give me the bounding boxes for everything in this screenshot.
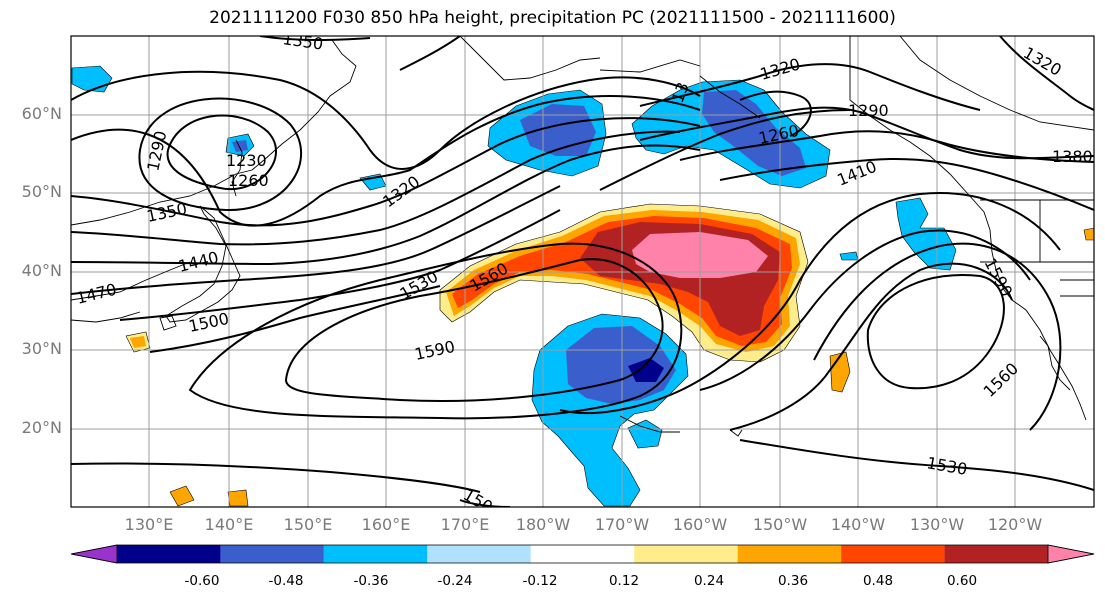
- colorbar-segment: [117, 545, 221, 563]
- longitude-label: 130°W: [909, 515, 965, 534]
- contour-label: 1290: [848, 101, 889, 120]
- longitude-label: 170°E: [440, 515, 490, 534]
- longitude-label: 160°W: [672, 515, 728, 534]
- colorbar-segment: [841, 545, 945, 563]
- contour-label: 1350: [281, 29, 324, 53]
- colorbar-extend-max: [1047, 544, 1095, 564]
- contour-label: 1560: [980, 359, 1022, 401]
- contour-label: 1230: [226, 151, 267, 170]
- colorbar-tick-label: 0.24: [693, 573, 725, 589]
- longitude-label: 160°E: [361, 515, 411, 534]
- contour-label: 1260: [228, 171, 269, 190]
- colorbar-segment: [634, 545, 738, 563]
- colorbar-extend-min: [70, 544, 118, 564]
- colorbar-tick-label: -0.60: [184, 573, 220, 589]
- colorbar-segment: [323, 545, 428, 563]
- colorbar-tick-label: -0.12: [522, 573, 558, 589]
- negative-precip-shading: [71, 65, 957, 507]
- colorbar-tick-label: 0.60: [946, 573, 978, 589]
- colorbar-segment: [427, 545, 531, 563]
- longitude-label: 180°W: [515, 515, 571, 534]
- map-frame: [70, 35, 1095, 508]
- colorbar-outline: [70, 544, 1095, 564]
- colorbar-tick-label: -0.36: [353, 573, 389, 589]
- contour-label: 1380: [1052, 147, 1093, 166]
- height-contours: [71, 36, 1094, 507]
- colorbar-segment: [220, 545, 324, 563]
- latitude-label: 40°N: [21, 261, 62, 280]
- colorbar-tick-label: 0.48: [862, 573, 894, 589]
- colorbar-segment: [944, 545, 1048, 563]
- contour-label: 1530: [925, 453, 968, 479]
- coastlines: [71, 36, 1094, 437]
- contour-label: 1350: [145, 199, 189, 226]
- contour-label: 1290: [143, 129, 170, 173]
- map-title: 2021111200 F030 850 hPa height, precipit…: [209, 8, 896, 28]
- colorbar-tick-label: -0.24: [437, 573, 473, 589]
- colorbar: [70, 544, 1095, 564]
- longitude-label: 140°W: [830, 515, 886, 534]
- latitude-label: 60°N: [21, 104, 62, 123]
- longitude-label: 170°W: [594, 515, 650, 534]
- longitude-label: 140°E: [204, 515, 254, 534]
- latitude-label: 30°N: [21, 339, 62, 358]
- colorbar-tick-label: 0.12: [608, 573, 640, 589]
- colorbar-segment: [530, 545, 635, 563]
- colorbar-segment: [737, 545, 842, 563]
- colorbar-tick-label: -0.48: [268, 573, 304, 589]
- gridlines: [71, 36, 1094, 507]
- contour-label: 1590: [413, 337, 457, 364]
- contour-label: 1470: [74, 280, 118, 308]
- colorbar-tick-label: 0.36: [777, 573, 809, 589]
- longitude-label: 120°W: [987, 515, 1043, 534]
- longitude-label: 150°E: [283, 515, 333, 534]
- latitude-label: 20°N: [21, 418, 62, 437]
- longitude-label: 130°E: [124, 515, 174, 534]
- longitude-label: 150°W: [752, 515, 808, 534]
- latitude-label: 50°N: [21, 182, 62, 201]
- map-plot-area: 1350 1290 1230 1260 1350 1320 1440 1470 …: [71, 29, 1094, 507]
